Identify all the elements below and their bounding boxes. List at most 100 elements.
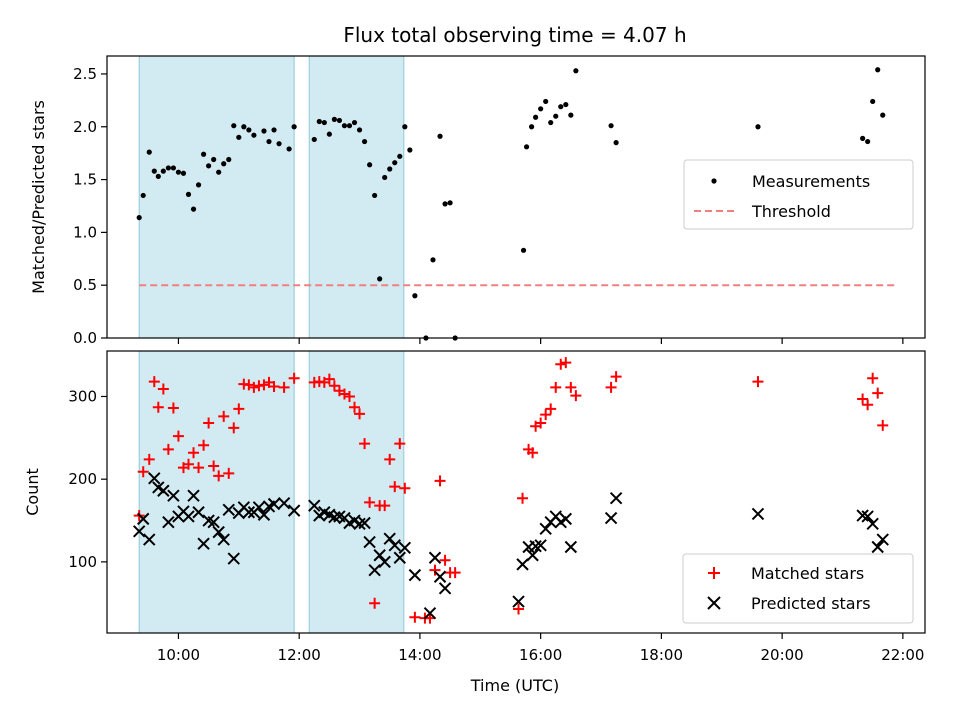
measurement-point: [236, 134, 242, 140]
measurement-point: [231, 123, 237, 129]
measurement-point: [266, 138, 272, 145]
measurement-point: [175, 169, 182, 175]
predicted-star-point: [143, 533, 156, 546]
bottom-y-ticks: 100 200 300: [68, 387, 107, 571]
chart-title: Flux total observing time = 4.07 h: [343, 23, 686, 47]
matched-star-point: [243, 379, 255, 391]
measurement-point: [755, 124, 761, 130]
matched-star-point: [208, 460, 220, 472]
predicted-star-point: [217, 533, 230, 546]
predicted-star-point: [212, 525, 225, 539]
top-y-tick-label: 0.0: [73, 329, 97, 347]
matched-star-point: [213, 470, 225, 482]
measurement-point: [326, 131, 332, 137]
matched-star-point: [364, 496, 376, 508]
predicted-star-point: [526, 549, 539, 562]
matched-star-point: [218, 410, 230, 422]
predicted-star-point: [182, 510, 195, 523]
matched-star-point: [872, 387, 884, 399]
predicted-star-point: [363, 535, 376, 549]
measurement-point: [341, 123, 348, 129]
measurement-point: [160, 168, 166, 174]
predicted-star-point: [227, 552, 240, 565]
predicted-star-point: [287, 504, 301, 517]
predicted-star-point: [866, 517, 879, 531]
matched-star-point: [143, 453, 155, 465]
measurement-point: [291, 124, 297, 130]
predicted-star-point: [539, 522, 552, 536]
matched-star-point: [188, 447, 200, 459]
matched-star-point: [228, 422, 240, 434]
predicted-star-point: [393, 551, 406, 564]
predicted-star-point: [559, 512, 573, 526]
matched-star-point: [148, 376, 160, 388]
matched-star-point: [328, 380, 340, 392]
predicted-star-point: [358, 516, 371, 530]
top-legend: Measurements Threshold: [683, 159, 914, 230]
x-tick-label: 10:00: [157, 646, 200, 664]
bottom-x-ticks: 10:00 12:00 14:00 16:00 18:00 20:00 22:00: [157, 633, 924, 664]
top-x-ticks: [177, 338, 904, 344]
predicted-star-point: [861, 510, 874, 523]
x-tick-label: 12:00: [278, 646, 321, 664]
matched-star-point: [439, 554, 451, 566]
top-panel-frame: [106, 55, 926, 339]
matched-star-point: [323, 373, 335, 385]
measurement-point: [216, 169, 222, 175]
predicted-star-point: [373, 549, 386, 562]
matched-star-point: [369, 597, 381, 609]
measurement-point: [563, 101, 569, 108]
bottom-legend-box: [682, 553, 914, 624]
x-tick-label: 16:00: [519, 646, 562, 664]
measurement-point: [346, 123, 353, 129]
measurement-point: [865, 138, 871, 145]
measurement-point: [870, 98, 876, 105]
matched-star-point: [172, 430, 184, 442]
matched-star-point: [527, 447, 539, 459]
measurement-point: [140, 192, 146, 199]
predicted-star-point: [353, 517, 366, 531]
matched-star-point: [752, 376, 764, 388]
measurement-point: [875, 67, 881, 73]
measurement-point: [241, 124, 247, 130]
matched-star-point: [162, 443, 174, 455]
matched-star-point: [167, 402, 179, 414]
top-y-ticks: 0.0 0.5 1.0 1.5 2.0 2.5: [73, 65, 107, 347]
matched-star-point: [867, 372, 879, 384]
measurement-point: [397, 153, 403, 159]
predicted-star-point: [876, 533, 889, 546]
predicted-star-point: [383, 532, 396, 545]
matched-star-point: [354, 408, 366, 420]
predicted-star-point: [167, 489, 180, 502]
measurement-point: [151, 168, 157, 174]
predicted-star-point: [516, 558, 529, 571]
measurement-point: [185, 191, 192, 197]
predicted-star-point: [157, 484, 170, 497]
matched-star-point: [513, 603, 525, 615]
measurement-point: [523, 144, 530, 150]
predicted-star-point: [132, 525, 146, 538]
predicted-star-point: [252, 501, 266, 514]
top-legend-box: [683, 159, 914, 230]
measurement-point: [195, 182, 202, 188]
measurement-point: [246, 127, 252, 133]
matched-star-point: [343, 390, 355, 402]
measurement-point: [261, 128, 267, 134]
predicted-star-point: [398, 541, 412, 555]
matched-star-point: [223, 467, 235, 479]
measurement-point: [155, 173, 161, 180]
measurement-point: [351, 119, 358, 126]
predicted-star-point: [242, 506, 256, 519]
measurement-point: [568, 112, 574, 118]
measurement-point: [372, 192, 378, 199]
top-y-tick-label: 0.5: [73, 276, 97, 294]
measurement-point: [412, 293, 418, 299]
top-y-axis-label: Matched/Predicted stars: [29, 100, 48, 294]
matched-star-point: [399, 482, 411, 494]
x-axis-label: Time (UTC): [470, 676, 559, 695]
predicted-star-point: [751, 507, 765, 521]
matched-star-point: [203, 417, 215, 429]
legend-predicted-label: Predicted stars: [751, 594, 871, 613]
matched-star-point: [359, 438, 371, 450]
matched-star-point: [338, 388, 350, 400]
